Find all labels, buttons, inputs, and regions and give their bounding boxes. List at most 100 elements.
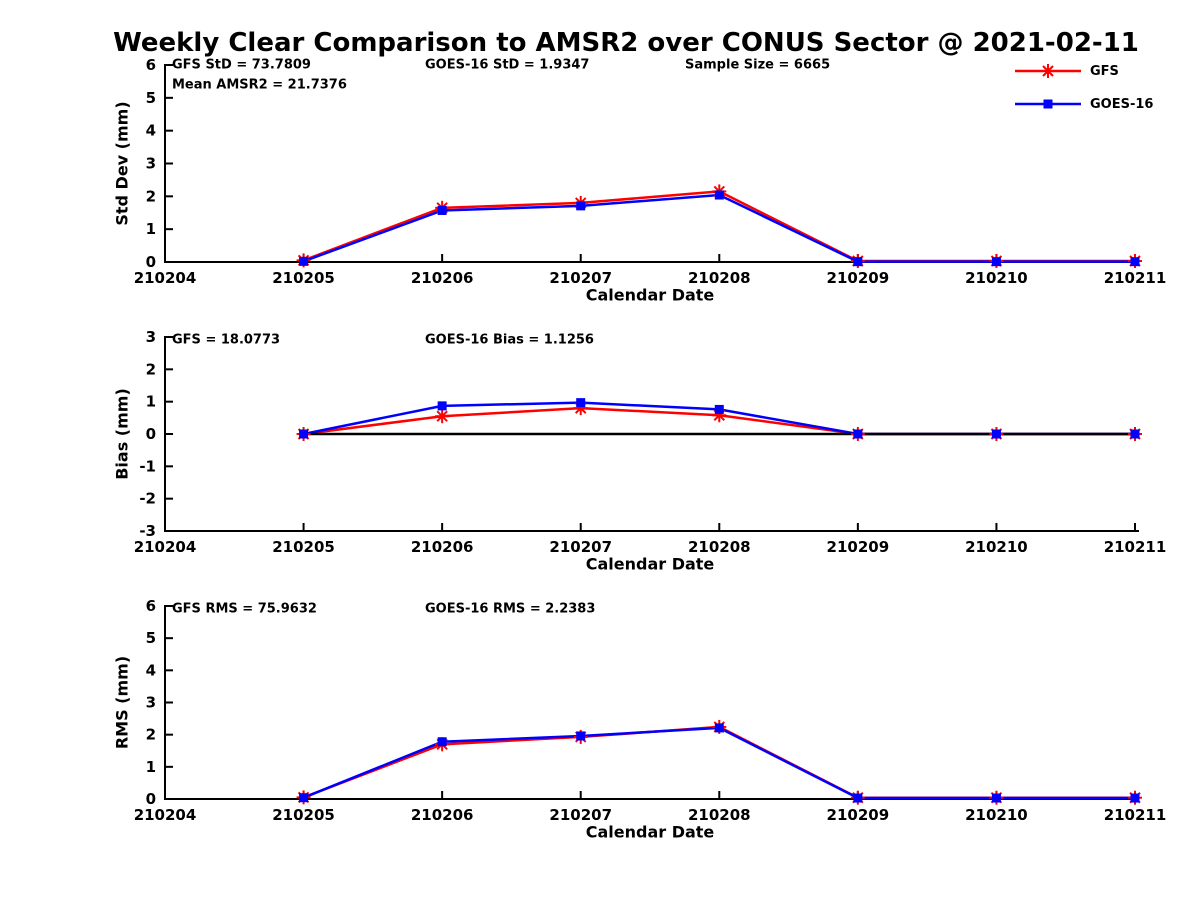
svg-text:-3: -3 (139, 522, 156, 540)
svg-text:210206: 210206 (411, 269, 474, 287)
legend-label-gfs: GFS (1090, 63, 1119, 79)
goes16-line-sample-icon (1015, 99, 1081, 109)
square-marker (991, 257, 1001, 267)
goes-16-line (303, 726, 1135, 800)
x-axis-label: Calendar Date (586, 286, 715, 305)
svg-text:3: 3 (146, 328, 156, 346)
svg-text:-2: -2 (139, 490, 156, 508)
x-axis-label: Calendar Date (586, 555, 715, 574)
svg-text:GOES-16 RMS = 2.2383: GOES-16 RMS = 2.2383 (425, 602, 595, 617)
square-marker (576, 731, 586, 741)
svg-text:210206: 210206 (411, 806, 474, 824)
svg-text:2: 2 (146, 187, 156, 205)
square-marker (299, 256, 309, 266)
svg-text:6: 6 (146, 56, 156, 74)
svg-text:210210: 210210 (965, 538, 1028, 556)
svg-text:210208: 210208 (688, 269, 751, 287)
svg-text:GFS StD = 73.7809: GFS StD = 73.7809 (172, 58, 311, 73)
gfs-line-sample-icon (1015, 64, 1081, 78)
svg-text:4: 4 (146, 661, 156, 679)
y-axis-label: Bias (mm) (113, 388, 132, 480)
square-marker (576, 398, 586, 408)
square-marker (299, 429, 309, 439)
square-marker (299, 793, 309, 803)
square-marker (437, 737, 447, 747)
svg-text:GOES-16 StD = 1.9347: GOES-16 StD = 1.9347 (425, 58, 589, 73)
svg-text:210209: 210209 (827, 269, 890, 287)
svg-text:210211: 210211 (1104, 806, 1167, 824)
y-tick-labels: -3 -2 -1 0 1 2 3 (139, 328, 173, 540)
y-axis-label: Std Dev (mm) (113, 101, 132, 225)
svg-text:210207: 210207 (549, 806, 612, 824)
svg-text:GOES-16 Bias = 1.1256: GOES-16 Bias = 1.1256 (425, 333, 594, 348)
svg-text:GFS = 18.0773: GFS = 18.0773 (172, 333, 280, 348)
goes-16-line (303, 193, 1135, 263)
asterisk-marker (435, 409, 450, 424)
legend-item-gfs: GFS (1013, 63, 1153, 79)
svg-text:210205: 210205 (272, 806, 335, 824)
svg-text:5: 5 (146, 629, 156, 647)
x-tick-labels: 210204 210205 210206 210207 210208 210209 2102… (134, 523, 1167, 556)
svg-text:4: 4 (146, 122, 156, 140)
svg-text:0: 0 (146, 790, 156, 808)
svg-text:210208: 210208 (688, 538, 751, 556)
svg-text:6: 6 (146, 597, 156, 615)
square-marker (1130, 793, 1140, 803)
svg-text:210209: 210209 (827, 806, 890, 824)
svg-text:210210: 210210 (965, 269, 1028, 287)
legend-item-goes16: GOES-16 (1013, 96, 1153, 112)
svg-text:210204: 210204 (134, 806, 197, 824)
gfs-line (303, 725, 1135, 799)
svg-text:1: 1 (146, 393, 156, 411)
svg-text:210210: 210210 (965, 806, 1028, 824)
square-marker (853, 793, 863, 803)
svg-text:2: 2 (146, 360, 156, 378)
square-marker (1130, 257, 1140, 267)
square-marker (714, 723, 724, 733)
square-marker (853, 429, 863, 439)
svg-text:1: 1 (146, 758, 156, 776)
subplot-bias: -3 -2 -1 0 1 2 3 210204 210205 210206 210207 210208… (113, 328, 1167, 574)
square-marker (437, 401, 447, 411)
y-tick-labels: 0 1 2 3 4 5 6 (146, 597, 173, 808)
svg-text:3: 3 (146, 694, 156, 712)
svg-text:210208: 210208 (688, 806, 751, 824)
svg-text:0: 0 (146, 425, 156, 443)
square-marker (714, 404, 724, 414)
y-axis-label: RMS (mm) (113, 656, 132, 749)
goes-16-markers (299, 723, 1140, 803)
svg-text:Mean AMSR2 = 21.7376: Mean AMSR2 = 21.7376 (172, 78, 347, 93)
x-tick-labels: 210204 210205 210206 210207 210208 210209 2102… (134, 791, 1167, 824)
svg-text:GFS RMS = 75.9632: GFS RMS = 75.9632 (172, 602, 317, 617)
svg-text:5: 5 (146, 89, 156, 107)
stat-annotations: GFS StD = 73.7809 GOES-16 StD = 1.9347 Sam… (172, 58, 830, 93)
stat-annotations: GFS RMS = 75.9632 GOES-16 RMS = 2.2383 (172, 602, 595, 617)
svg-text:2: 2 (146, 726, 156, 744)
svg-text:210204: 210204 (134, 269, 197, 287)
svg-text:210206: 210206 (411, 538, 474, 556)
goes-16-markers (299, 398, 1140, 439)
svg-text:210205: 210205 (272, 538, 335, 556)
legend-label-goes16: GOES-16 (1090, 96, 1154, 112)
stat-annotations: GFS = 18.0773 GOES-16 Bias = 1.1256 (172, 333, 594, 348)
svg-text:Sample Size = 6665: Sample Size = 6665 (685, 58, 830, 73)
square-marker (991, 429, 1001, 439)
svg-text:3: 3 (146, 155, 156, 173)
svg-text:210209: 210209 (827, 538, 890, 556)
legend: GFS GOES-16 (1013, 63, 1153, 112)
square-marker (853, 257, 863, 267)
y-tick-labels: 0 1 2 3 4 5 6 (146, 56, 173, 271)
svg-text:210211: 210211 (1104, 538, 1167, 556)
gfs-line (303, 190, 1135, 263)
svg-text:210207: 210207 (549, 269, 612, 287)
square-marker (714, 190, 724, 200)
square-marker (991, 793, 1001, 803)
x-tick-labels: 210204 210205 210206 210207 210208 210209 2102… (134, 254, 1166, 287)
goes-16-markers (299, 190, 1140, 267)
square-marker (576, 201, 586, 211)
square-marker (1130, 429, 1140, 439)
svg-text:-1: -1 (139, 457, 156, 475)
